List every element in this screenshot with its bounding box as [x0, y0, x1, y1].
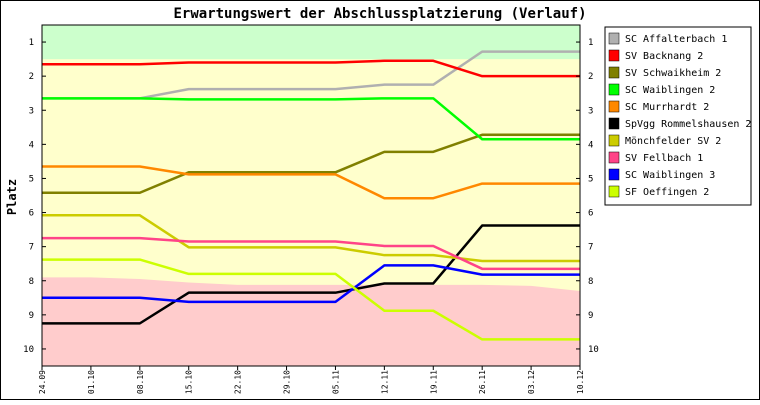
- legend-label: SC Waiblingen 2: [625, 85, 715, 96]
- y-ticks: 1 1 2 2 3 3 4 4 5 5 6 6 7 7 8 8 9 9 10 10: [23, 38, 599, 355]
- y-tick-label-left: 3: [29, 106, 34, 116]
- y-tick-label-right: 1: [588, 38, 593, 48]
- y-tick-label-left: 2: [29, 72, 34, 82]
- y-tick-label-left: 9: [29, 311, 34, 321]
- y-tick-label-left: 5: [29, 174, 34, 184]
- x-tick-label: 08.10: [136, 370, 145, 394]
- y-tick-label-right: 4: [588, 140, 593, 150]
- legend-swatch: [608, 32, 620, 45]
- x-tick-label: 01.10: [87, 370, 96, 394]
- y-tick-label-right: 10: [588, 345, 599, 355]
- series-line-8: [42, 236, 580, 271]
- legend-swatch: [608, 168, 620, 181]
- x-tick-label: 22.10: [234, 370, 243, 394]
- y-tick-label-left: 10: [23, 345, 34, 355]
- y-tick-label-right: 2: [588, 72, 593, 82]
- legend-swatch: [608, 66, 620, 79]
- y-tick-label-right: 6: [588, 209, 593, 219]
- legend-label: SpVgg Rommelshausen 2: [625, 119, 751, 130]
- series-line-10: [42, 258, 580, 341]
- legend-swatch: [608, 117, 620, 130]
- x-tick-label: 26.11: [478, 370, 487, 394]
- series-lines: [42, 50, 580, 341]
- series-line-9: [42, 264, 580, 304]
- legend-label: Mönchfelder SV 2: [625, 136, 721, 147]
- x-tick-label: 05.11: [331, 370, 340, 394]
- legend-swatch: [608, 49, 620, 62]
- y-tick-label-left: 4: [29, 140, 34, 150]
- legend-label: SV Schwaikheim 2: [625, 68, 721, 79]
- x-tick-label: 19.11: [429, 370, 438, 394]
- series-line-7: [42, 214, 580, 263]
- legend-swatch: [608, 83, 620, 96]
- legend-label: SF Oeffingen 2: [625, 187, 709, 198]
- series-line-2: [42, 59, 580, 78]
- y-tick-label-right: 8: [588, 277, 593, 287]
- x-tick-label: 10.12: [576, 370, 585, 394]
- y-tick-label-right: 9: [588, 311, 593, 321]
- legend-box: [604, 26, 752, 206]
- series-line-4: [42, 97, 580, 141]
- x-tick-label: 29.10: [283, 370, 292, 394]
- y-axis-label: Platz: [5, 179, 19, 215]
- legend-label: SV Fellbach 1: [625, 153, 703, 164]
- legend: SC Affalterbach 1 SV Backnang 2 SV Schwaik…: [604, 26, 752, 206]
- legend-label: SC Waiblingen 3: [625, 170, 715, 181]
- zone-relegation: [42, 277, 580, 366]
- y-tick-label-left: 8: [29, 277, 34, 287]
- legend-swatch: [608, 185, 620, 198]
- legend-swatch: [608, 100, 620, 113]
- y-tick-label-left: 6: [29, 209, 34, 219]
- plot-frame: [41, 24, 581, 367]
- series-line-3: [42, 133, 580, 195]
- legend-label: SV Backnang 2: [625, 51, 703, 62]
- series-line-6: [42, 224, 580, 325]
- x-tick-label: 12.11: [380, 370, 389, 394]
- y-tick-label-right: 7: [588, 243, 593, 253]
- y-tick-label-left: 7: [29, 243, 34, 253]
- legend-swatch: [608, 134, 620, 147]
- legend-label: SC Murrhardt 2: [625, 102, 709, 113]
- y-tick-label-right: 3: [588, 106, 593, 116]
- y-tick-label-right: 5: [588, 174, 593, 184]
- legend-label: SC Affalterbach 1: [625, 34, 727, 45]
- series-line-5: [42, 165, 580, 200]
- zone-backgrounds: [42, 25, 580, 366]
- x-tick-label: 24.09: [38, 370, 47, 394]
- x-ticks: 24.09 01.10 08.10 15.10 22.10 29.10 05.11 12.11…: [38, 366, 585, 394]
- zone-promotion: [42, 25, 580, 60]
- chart-title: Erwartungswert der Abschlussplatzierung …: [173, 6, 586, 22]
- x-tick-label: 03.12: [527, 370, 536, 394]
- y-tick-label-left: 1: [29, 38, 34, 48]
- x-tick-label: 15.10: [185, 370, 194, 394]
- legend-swatch: [608, 151, 620, 164]
